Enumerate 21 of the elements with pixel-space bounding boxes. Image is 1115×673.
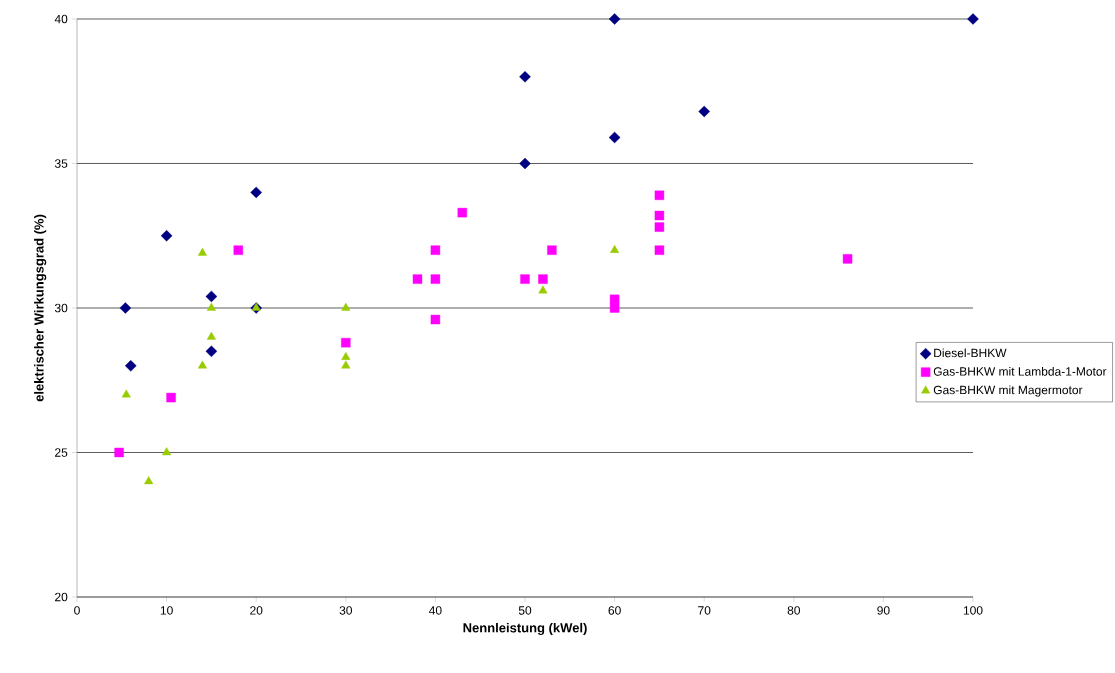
- x-tick-label: 90: [877, 606, 890, 615]
- y-tick-label: 40: [54, 14, 68, 24]
- x-tick-label: 40: [429, 606, 442, 615]
- y-tick-label: 20: [55, 592, 68, 602]
- y-tick-label: 25: [55, 448, 68, 457]
- x-tick-label: 60: [608, 606, 621, 615]
- x-tick-label: 10: [160, 606, 173, 615]
- legend-label: Gas-BHKW mit Lambda-1-Motor: [933, 366, 1107, 376]
- x-tick-label: 70: [698, 606, 711, 615]
- legend-label: Gas-BHKW mit Magermotor: [933, 385, 1083, 397]
- x-tick-label: 30: [339, 606, 353, 615]
- x-tick-label: 50: [518, 606, 532, 615]
- x-tick-label: 80: [787, 606, 801, 615]
- x-axis-title: Nennleistung (kWel): [463, 622, 587, 636]
- x-tick-label: 0: [74, 606, 80, 615]
- legend-label: Diesel-BHKW: [934, 348, 1007, 358]
- y-axis-title: elektrischer Wirkungsgrad (%): [34, 214, 47, 402]
- y-tick-label: 35: [54, 159, 68, 168]
- y-tick-label: 30: [54, 303, 68, 313]
- x-tick-label: 100: [963, 606, 983, 615]
- x-tick-label: 20: [250, 606, 263, 615]
